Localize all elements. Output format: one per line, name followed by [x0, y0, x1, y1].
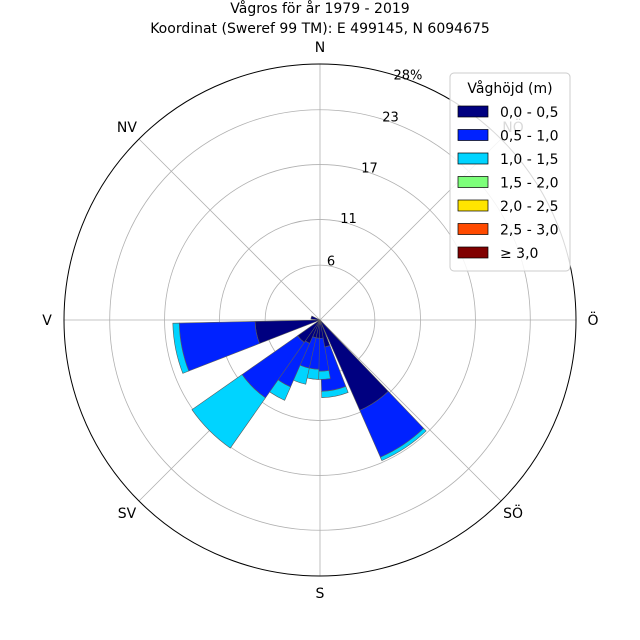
legend-title: Våghöjd (m) — [467, 80, 552, 97]
radial-tick-label: 28% — [394, 68, 423, 83]
legend-label: 0,5 - 1,0 — [500, 129, 558, 145]
radial-tick-label: 6 — [327, 254, 335, 269]
radial-tick-labels: 6 11 17 23 28% — [327, 68, 423, 269]
legend-label: ≥ 3,0 — [500, 246, 538, 262]
direction-label-sw: SV — [118, 506, 137, 522]
polar-grid — [64, 64, 576, 576]
legend-label: 0,0 - 0,5 — [500, 105, 558, 121]
grid-spoke — [319, 319, 502, 502]
polar-frame — [63, 63, 577, 577]
rose-sector-segment — [379, 427, 427, 461]
chart-title-line2: Koordinat (Sweref 99 TM): E 499145, N 60… — [150, 21, 490, 37]
legend-items: 0,0 - 0,5 0,5 - 1,0 1,0 - 1,5 1,5 - 2,0 2,0 … — [457, 105, 558, 262]
legend: Våghöjd (m) 0,0 - 0,5 0,5 - 1,0 1,0 - 1,5 1… — [449, 72, 571, 272]
direction-label-nw: NV — [117, 120, 137, 136]
legend-label: 1,0 - 1,5 — [500, 152, 558, 168]
legend-swatch — [457, 129, 489, 141]
rose-sector-segment — [178, 321, 260, 372]
legend-label: 2,0 - 2,5 — [500, 199, 558, 215]
rose-sector-segment — [191, 374, 266, 449]
outer-circle — [63, 63, 577, 577]
chart-title-line1: Vågros för år 1979 - 2019 — [230, 0, 409, 17]
legend-swatch — [457, 199, 489, 212]
legend-box — [449, 72, 571, 272]
legend-swatch — [457, 105, 489, 118]
grid-spoke — [138, 138, 321, 321]
legend-swatch — [457, 176, 489, 188]
rose-sector-segment — [172, 322, 190, 374]
direction-label-n: N — [315, 40, 325, 56]
legend-swatch — [457, 246, 489, 259]
rose-sectors — [172, 315, 427, 461]
direction-label-s: S — [316, 586, 325, 602]
legend-label: 2,5 - 3,0 — [500, 223, 558, 239]
direction-label-se: SÖ — [503, 504, 523, 522]
radial-tick-label: 11 — [340, 212, 357, 227]
rose-sector-segment — [321, 386, 349, 399]
direction-label-w: V — [42, 313, 52, 329]
rose-sector-segment — [310, 315, 321, 321]
legend-swatch — [457, 223, 489, 235]
radial-tick-label: 23 — [382, 111, 399, 126]
legend-swatch — [457, 152, 489, 165]
direction-label-e: Ö — [587, 311, 598, 329]
radial-tick-label: 17 — [361, 161, 378, 176]
legend-label: 1,5 - 2,0 — [500, 176, 558, 192]
